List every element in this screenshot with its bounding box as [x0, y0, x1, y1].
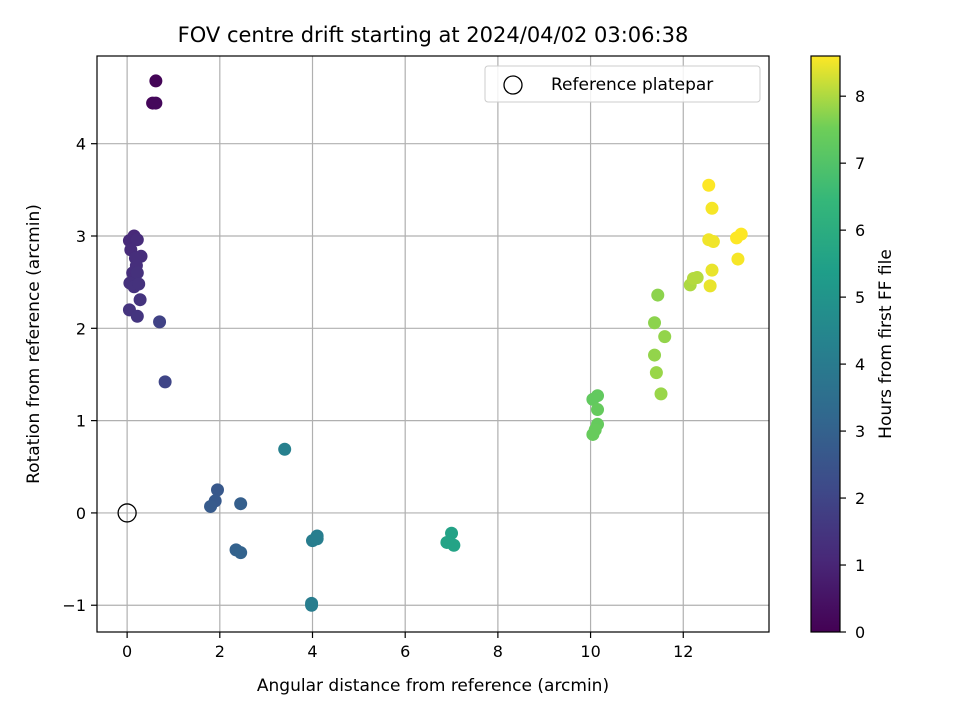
- y-tick-label: 3: [76, 227, 86, 246]
- x-tick-label: 8: [493, 642, 503, 661]
- data-point: [132, 277, 146, 291]
- colorbar: 0 1 2 3 4 5 6 7 8 Hours from first FF file: [810, 55, 896, 642]
- data-point: [648, 348, 662, 362]
- data-point: [234, 546, 248, 560]
- x-axis-ticks: 0 2 4 6 8 10 12: [122, 632, 693, 661]
- data-points: [122, 74, 748, 612]
- reference-platepar-marker: [117, 503, 137, 523]
- data-point: [204, 499, 218, 513]
- data-point: [705, 263, 719, 277]
- colorbar-tick-label: 8: [855, 87, 865, 106]
- y-tick-label: −1: [62, 596, 86, 615]
- legend-box: [484, 65, 761, 103]
- data-point: [234, 497, 248, 511]
- data-point: [690, 271, 704, 285]
- colorbar-tick-label: 4: [855, 355, 865, 374]
- data-point: [658, 330, 672, 344]
- y-axis-ticks: −1 0 1 2 3 4: [62, 135, 97, 615]
- data-point: [586, 392, 600, 406]
- data-point: [210, 483, 224, 497]
- data-point: [130, 309, 144, 323]
- x-tick-label: 12: [673, 642, 693, 661]
- data-point: [130, 233, 144, 247]
- plot-frame: [96, 55, 770, 633]
- data-point: [705, 201, 719, 215]
- data-point: [149, 96, 163, 110]
- x-axis-label: Angular distance from reference (arcmin): [257, 676, 609, 696]
- colorbar-tick-label: 5: [855, 288, 865, 307]
- y-tick-label: 1: [76, 412, 86, 431]
- data-point: [649, 366, 663, 380]
- data-point: [648, 316, 662, 330]
- data-point: [153, 315, 167, 329]
- colorbar-gradient: [810, 55, 841, 633]
- x-tick-label: 4: [307, 642, 317, 661]
- grid-lines: [97, 56, 769, 632]
- colorbar-tick-label: 2: [855, 489, 865, 508]
- data-point: [278, 442, 292, 456]
- data-point: [133, 293, 147, 307]
- data-point: [158, 375, 172, 389]
- data-point: [731, 252, 745, 266]
- colorbar-tick-label: 7: [855, 154, 865, 173]
- x-tick-label: 2: [215, 642, 225, 661]
- x-tick-label: 10: [580, 642, 600, 661]
- y-tick-label: 0: [76, 504, 86, 523]
- data-point: [305, 598, 319, 612]
- data-point: [149, 74, 163, 88]
- data-point: [310, 532, 324, 546]
- data-point: [703, 279, 717, 293]
- colorbar-label: Hours from first FF file: [876, 249, 896, 439]
- x-tick-label: 6: [400, 642, 410, 661]
- legend-entry-reference: Reference platepar: [551, 75, 713, 95]
- colorbar-tick-label: 3: [855, 422, 865, 441]
- data-point: [586, 427, 600, 441]
- data-point: [591, 403, 605, 417]
- colorbar-tick-label: 0: [855, 623, 865, 642]
- legend: Reference platepar: [484, 65, 761, 103]
- y-tick-label: 4: [76, 135, 86, 154]
- y-axis-label: Rotation from reference (arcmin): [24, 204, 44, 484]
- colorbar-ticks: 0 1 2 3 4 5 6 7 8: [840, 87, 865, 642]
- y-tick-label: 2: [76, 319, 86, 338]
- data-point: [651, 288, 665, 302]
- data-point: [706, 235, 720, 249]
- data-point: [130, 266, 144, 280]
- data-point: [702, 178, 716, 192]
- legend-hollow-circle-icon: [503, 75, 523, 95]
- colorbar-tick-label: 6: [855, 221, 865, 240]
- data-point: [734, 227, 748, 241]
- x-tick-label: 0: [122, 642, 132, 661]
- data-point: [654, 387, 668, 401]
- chart-title: FOV centre drift starting at 2024/04/02 …: [178, 23, 689, 47]
- colorbar-tick-label: 1: [855, 556, 865, 575]
- data-point: [447, 538, 461, 552]
